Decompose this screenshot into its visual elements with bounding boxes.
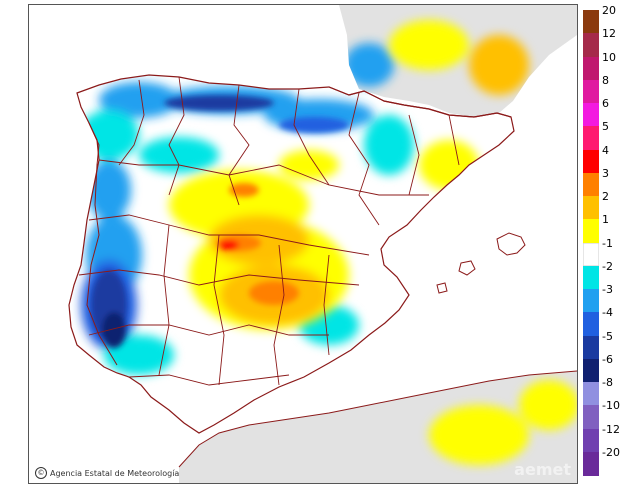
- legend-label: -8: [602, 376, 613, 389]
- watermark: aemet: [514, 460, 571, 479]
- legend-label: 20: [602, 4, 616, 17]
- pyrenees-border: [328, 86, 512, 118]
- legend-label: -2: [602, 259, 613, 273]
- legend-swatch: [583, 126, 599, 150]
- legend-label: -3: [602, 283, 613, 296]
- legend-label: 10: [602, 50, 616, 64]
- province-borders: [78, 76, 460, 386]
- africa-coastline: [178, 370, 577, 468]
- map-svg: [29, 5, 577, 483]
- legend-label: -4: [602, 306, 613, 320]
- legend-swatch: [583, 33, 599, 57]
- legend-label: -10: [602, 399, 620, 413]
- legend-label: 6: [602, 97, 609, 110]
- legend-label: 2: [602, 190, 609, 203]
- legend-swatch: [583, 103, 599, 127]
- legend-label: 5: [602, 120, 609, 134]
- formentera-outline: [436, 282, 448, 294]
- mallorca-outline: [496, 232, 526, 256]
- map-area: © Agencia Estatal de Meteorología aemet: [28, 4, 578, 484]
- legend-label: -12: [602, 422, 620, 436]
- portugal-border: [86, 122, 118, 366]
- legend-label: -20: [602, 445, 620, 459]
- legend-swatch: [583, 219, 599, 243]
- legend-swatch: [583, 242, 599, 267]
- credit-text: Agencia Estatal de Meteorología: [50, 468, 180, 478]
- credit-line: © Agencia Estatal de Meteorología: [35, 467, 179, 479]
- ibiza-outline: [458, 260, 476, 276]
- legend-swatch: [583, 335, 599, 360]
- legend-swatch: [583, 312, 599, 336]
- legend-swatch: [583, 451, 599, 476]
- legend-swatch: [583, 358, 599, 383]
- legend-swatch: [583, 172, 599, 197]
- legend-swatch: [583, 56, 599, 81]
- legend-swatch: [583, 10, 599, 34]
- legend-label: 12: [602, 27, 616, 41]
- legend-label: -6: [602, 352, 613, 366]
- legend-label: 4: [602, 143, 609, 157]
- copyright-icon: ©: [35, 467, 47, 479]
- color-legend: 20 12 10 8 6 5 4 3 2 1 -1 -2 -3 -4 -5 -6 -8 -10 -12 -20: [583, 5, 627, 476]
- legend-swatch: [583, 196, 599, 220]
- legend-label: -5: [602, 329, 613, 343]
- legend-swatch: [583, 405, 599, 429]
- legend-label: 8: [602, 73, 609, 87]
- legend-swatch: [583, 289, 599, 313]
- legend-swatch: [583, 428, 599, 453]
- legend-swatch: [583, 382, 599, 406]
- legend-label: 1: [602, 213, 609, 227]
- legend-swatch: [583, 149, 599, 174]
- legend-swatch: [583, 79, 599, 104]
- legend-label: -1: [602, 236, 613, 250]
- legend-label: 3: [602, 166, 609, 180]
- legend-swatch: [583, 265, 599, 290]
